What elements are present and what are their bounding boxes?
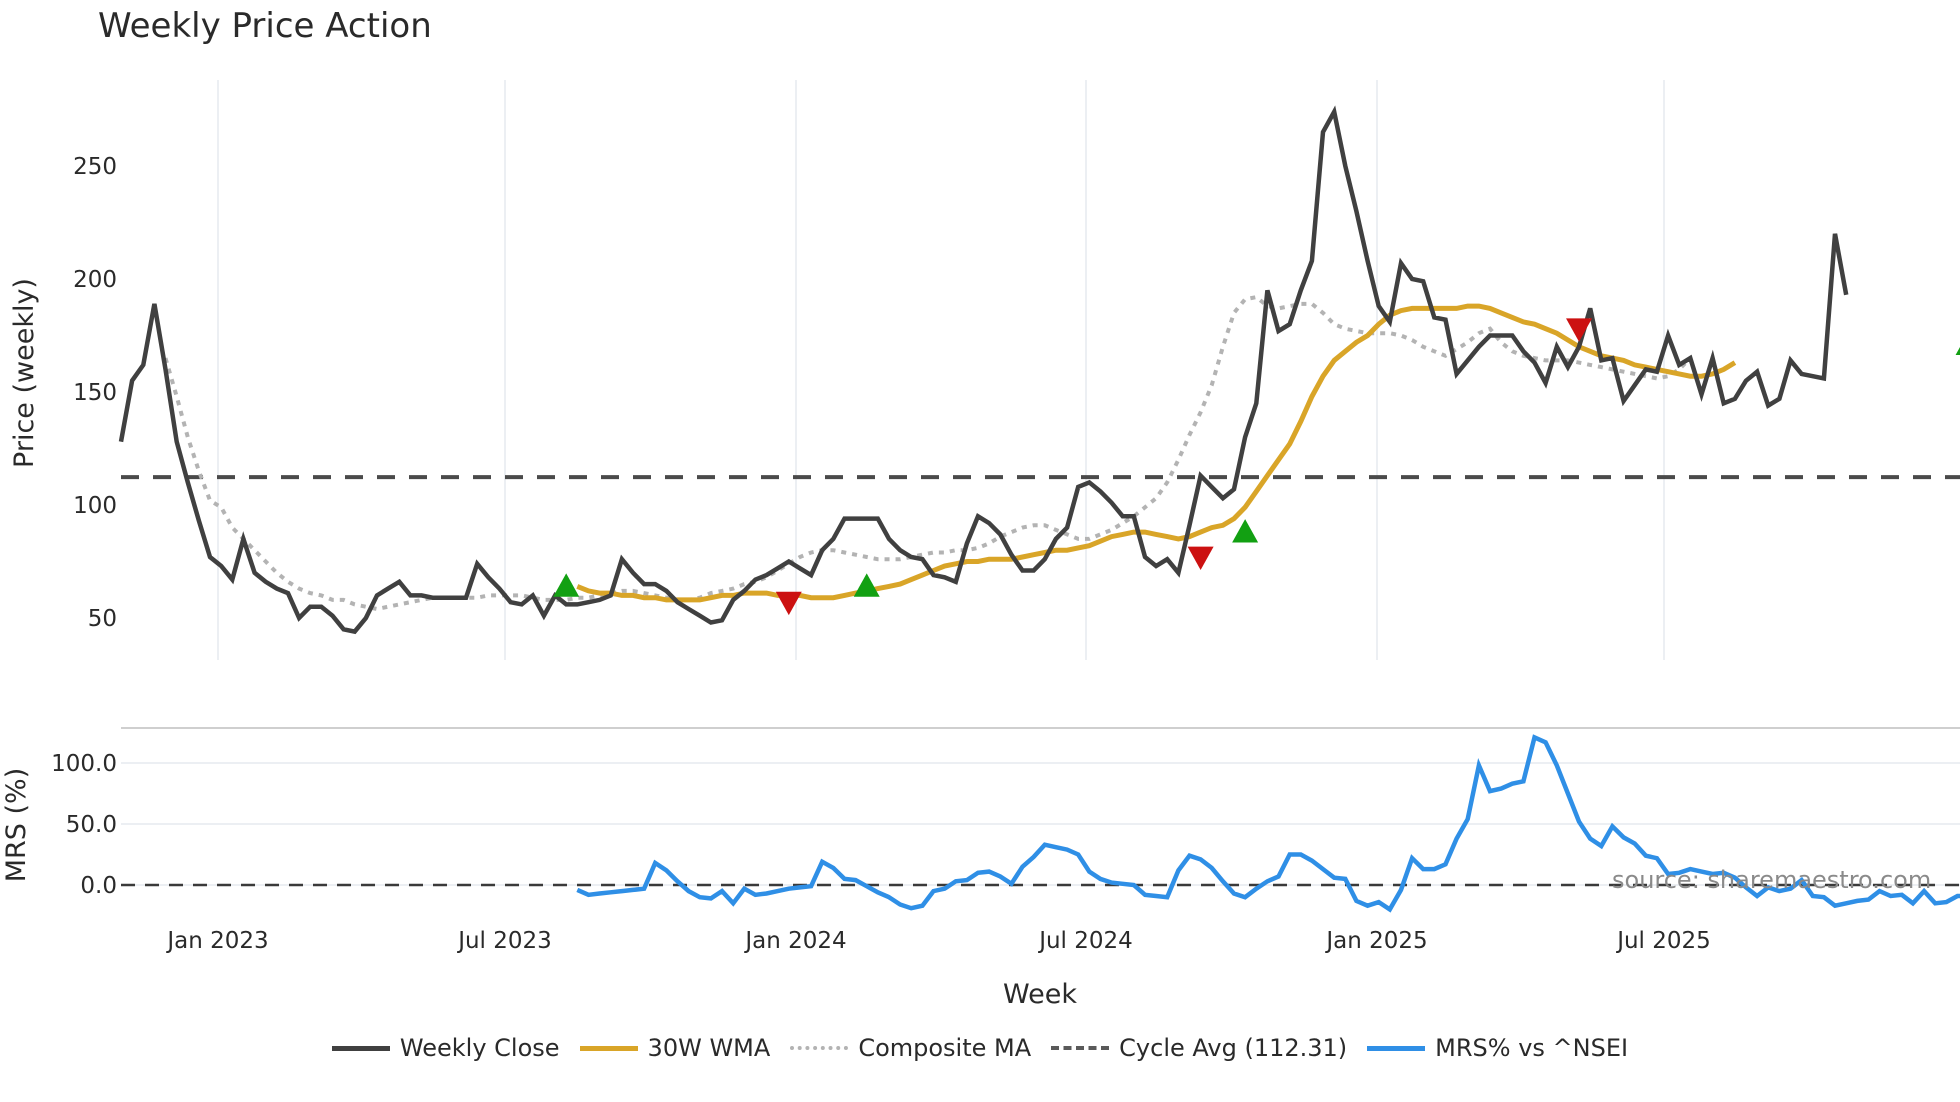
legend-item-mrs[interactable]: MRS% vs ^NSEI [1367,1034,1628,1062]
legend-swatch-solid-icon [579,1045,638,1051]
legend-label: Cycle Avg (112.31) [1119,1034,1348,1062]
x-tick-label: Jan 2023 [165,928,268,954]
legend-label: 30W WMA [647,1034,771,1062]
legend-swatch-dotted-icon [790,1046,849,1050]
mrs-y-axis-label: MRS (%) [1,768,32,883]
x-tick-label: Jan 2024 [743,928,846,954]
buy-signal-triangle-icon [1955,346,1960,355]
mrs-y-tick-label: 50.0 [66,812,117,838]
price-y-tick-label: 250 [73,154,117,180]
x-tick-label: Jul 2024 [1037,928,1133,954]
buy-signal-triangle-icon [553,573,580,597]
legend-item-wma[interactable]: 30W WMA [579,1034,771,1062]
source-watermark: source: sharemaestro.com [1612,866,1932,894]
sell-signal-triangle-icon [1187,546,1214,570]
x-ticks: Jan 2023 Jul 2023 Jan 2024 Jul 2024 Jan 2025… [165,928,1710,954]
legend: Weekly Close 30W WMA Composite MA Cycle … [0,1034,1960,1062]
price-y-ticks: 50 100 150 200 250 [73,154,117,632]
legend-item-composite-ma[interactable]: Composite MA [790,1034,1031,1062]
price-gridlines [217,80,1665,660]
price-y-tick-label: 200 [73,267,117,293]
buy-signal-triangle-icon [1232,519,1259,543]
legend-swatch-solid-icon [1367,1045,1426,1051]
mrs-line [576,734,1960,913]
legend-label: MRS% vs ^NSEI [1435,1034,1629,1062]
x-tick-label: Jan 2025 [1324,928,1427,954]
price-y-axis-label: Price (weekly) [9,278,40,468]
mrs-y-tick-label: 0.0 [80,873,117,899]
signal-markers [553,318,1960,616]
price-y-tick-label: 150 [73,380,117,406]
price-y-tick-label: 50 [88,606,117,632]
x-tick-label: Jul 2023 [456,928,552,954]
legend-swatch-solid-icon [331,1045,390,1051]
buy-signal-triangle-icon [853,573,880,597]
sell-signal-triangle-icon [1566,318,1593,342]
price-y-tick-label: 100 [73,493,117,519]
wma-30w-line [576,303,1737,603]
legend-label: Weekly Close [399,1034,560,1062]
mrs-y-ticks: 0.0 50.0 100.0 [51,751,117,899]
legend-item-cycle-avg[interactable]: Cycle Avg (112.31) [1051,1034,1347,1062]
legend-item-weekly-close[interactable]: Weekly Close [331,1034,560,1062]
x-tick-label: Jul 2025 [1615,928,1711,954]
weekly-close-line [118,105,1849,635]
sell-signal-triangle-icon [775,591,802,616]
legend-label: Composite MA [858,1034,1032,1062]
x-axis-label: Week [1003,979,1077,1010]
chart-title: Weekly Price Action [98,6,432,46]
composite-ma-line [163,294,1692,612]
legend-swatch-dashed-icon [1051,1046,1110,1050]
mrs-y-tick-label: 100.0 [51,751,117,777]
